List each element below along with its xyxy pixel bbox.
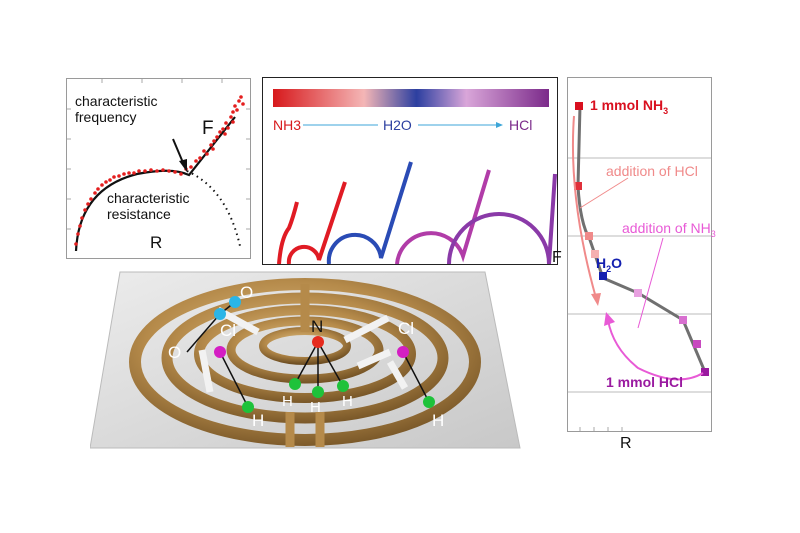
marker-nh3-start <box>575 102 583 110</box>
nh3-callout-line <box>637 237 664 329</box>
analyte-scale-plot <box>273 89 557 265</box>
atom-label-Cl-1: Cl <box>220 321 237 340</box>
h2o-scale-label: H2O <box>383 117 412 133</box>
atom-Cl-2 <box>397 346 409 358</box>
addition-hcl-label: addition of HCl <box>606 163 698 179</box>
hcl-callout-line <box>579 177 629 209</box>
trajectory-grid <box>568 157 711 393</box>
measured-points <box>74 95 245 246</box>
frequency-arrowhead <box>179 159 187 172</box>
atom-label-H-4: H <box>342 393 353 410</box>
marker-nh3-2 <box>679 316 687 324</box>
hcl-scale-label: HCl <box>509 117 533 133</box>
atom-H-4 <box>337 380 349 392</box>
atom-label-H-1: H <box>252 411 265 430</box>
atom-label-H-5: H <box>432 411 445 430</box>
marker-hcl-1 <box>574 182 582 190</box>
atom-label-H-2: H <box>282 393 293 410</box>
trajectory-plot <box>568 102 711 431</box>
marker-hcl-2 <box>585 232 593 240</box>
atom-H-1 <box>242 401 254 413</box>
atom-H-2 <box>289 378 301 390</box>
atom-H-5 <box>423 396 435 408</box>
atoms <box>214 296 435 413</box>
atom-O-1 <box>229 296 241 308</box>
nh3-addition-arrow <box>607 319 704 381</box>
fit-axis-R: R <box>150 233 163 252</box>
hcl-addition-arrow <box>571 115 597 299</box>
sensor-illustration <box>90 271 521 449</box>
characteristic-resistance-label: characteristic resistance <box>107 190 190 222</box>
atom-Cl-1 <box>214 346 226 358</box>
atom-label-O-1: O <box>240 283 254 302</box>
marker-hcl-3 <box>591 250 599 258</box>
arc-extrapolation <box>186 170 241 247</box>
atom-O-2 <box>214 308 226 320</box>
impedance-fit-panel: characteristic frequency characteristic … <box>66 78 251 259</box>
marker-h2o <box>599 272 607 280</box>
start-nh3-label: 1 mmol NH3 <box>590 97 669 116</box>
atom-label-N: N <box>311 317 324 336</box>
trajectory-panel: 1 mmol NH3 addition of HCl addition of N… <box>567 77 716 432</box>
atom-N <box>312 336 324 348</box>
atom-label-Cl-2: Cl <box>398 319 415 338</box>
molecule-bonds <box>186 301 430 408</box>
addition-nh3-label: addition of NH3 <box>622 220 716 239</box>
marker-nh3-3 <box>693 340 701 348</box>
trajectory-line <box>576 105 707 373</box>
characteristic-frequency-label: characteristic frequency <box>75 93 158 125</box>
end-hcl-label: 1 mmol HCl <box>606 374 684 390</box>
marker-hcl-end <box>701 368 709 376</box>
trajectory-axis-R: R <box>620 435 632 452</box>
electrode-fingers <box>285 284 325 447</box>
water-label: H2O <box>596 255 623 274</box>
trajectory-axis-F: F <box>552 249 562 266</box>
fit-curve <box>74 116 236 252</box>
atom-H-3 <box>312 386 324 398</box>
analyte-scale-panel: NH3 H2O HCl <box>262 77 558 265</box>
atom-label-O-2: O <box>168 343 182 362</box>
nh3-scale-label: NH3 <box>273 117 302 133</box>
impedance-fit-plot <box>67 79 250 252</box>
atom-label-H-3: H <box>310 399 321 416</box>
fit-axis-F: F <box>202 118 214 139</box>
impedance-arcs <box>277 161 557 265</box>
marker-nh3-1 <box>634 289 642 297</box>
gradient-bar <box>273 89 549 107</box>
